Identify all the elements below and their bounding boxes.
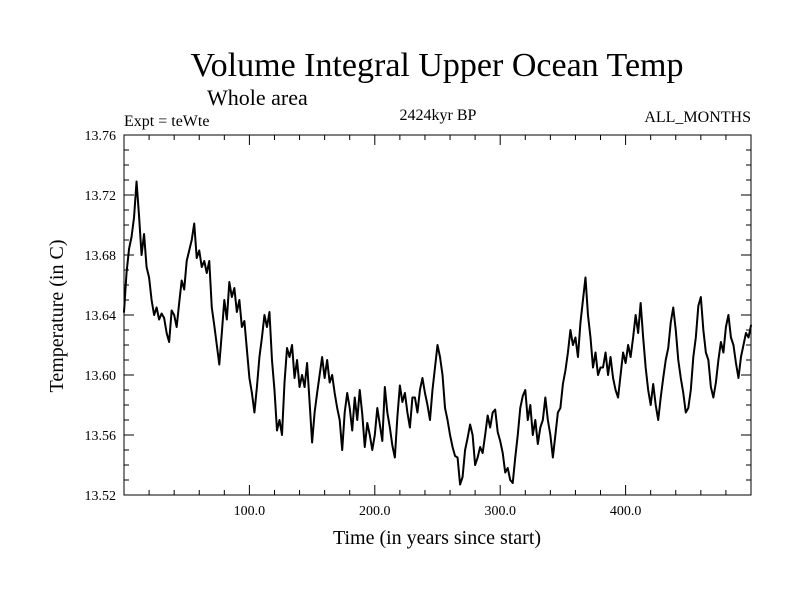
y-tick-label: 13.76 <box>85 129 117 144</box>
chart-title: Volume Integral Upper Ocean Temp <box>191 47 684 84</box>
y-tick-labels: 13.52 13.56 13.60 13.64 13.68 13.72 13.76 <box>85 129 117 504</box>
y-axis-label: Temperature (in C) <box>46 240 68 393</box>
y-tick-label: 13.72 <box>85 189 117 204</box>
x-tick-label: 300.0 <box>484 504 516 519</box>
x-tick-label: 200.0 <box>359 504 391 519</box>
period-label: 2424kyr BP <box>400 107 477 124</box>
y-tick-label: 13.60 <box>85 369 117 384</box>
x-tick-label: 400.0 <box>610 504 642 519</box>
y-tick-label: 13.56 <box>85 429 117 444</box>
months-label: ALL_MONTHS <box>644 109 751 126</box>
temperature-series-line <box>123 180 752 486</box>
y-tick-label: 13.52 <box>85 489 117 504</box>
plot-frame <box>123 134 752 496</box>
y-tick-label: 13.68 <box>85 249 117 264</box>
x-tick-label: 100.0 <box>234 504 266 519</box>
x-axis-label: Time (in years since start) <box>333 527 541 549</box>
x-tick-labels: 100.0 200.0 300.0 400.0 <box>234 504 642 519</box>
y-tick-label: 13.64 <box>85 309 117 324</box>
axis-ticks <box>124 134 751 496</box>
chart-subtitle: Whole area <box>207 85 308 110</box>
expt-label: Expt = teWte <box>124 113 209 130</box>
